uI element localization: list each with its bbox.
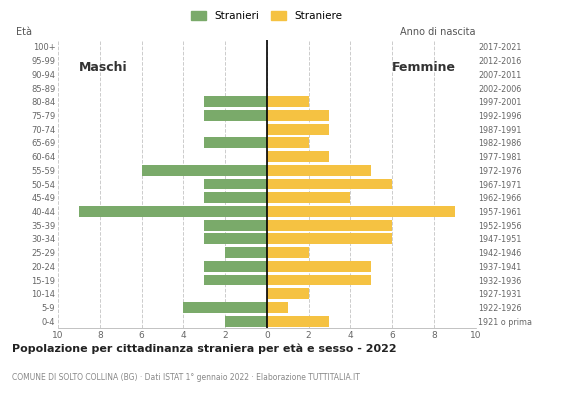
- Bar: [267, 274, 371, 286]
- Bar: [267, 192, 350, 203]
- Text: Popolazione per cittadinanza straniera per età e sesso - 2022: Popolazione per cittadinanza straniera p…: [12, 344, 396, 354]
- Bar: [267, 206, 455, 217]
- Legend: Stranieri, Straniere: Stranieri, Straniere: [191, 11, 342, 21]
- Bar: [267, 288, 309, 299]
- Bar: [225, 247, 267, 258]
- Text: Età: Età: [16, 27, 32, 37]
- Bar: [267, 316, 329, 327]
- Bar: [267, 96, 309, 107]
- Bar: [204, 110, 267, 121]
- Bar: [204, 261, 267, 272]
- Bar: [142, 165, 267, 176]
- Bar: [79, 206, 267, 217]
- Bar: [267, 302, 288, 313]
- Bar: [267, 124, 329, 135]
- Bar: [267, 178, 392, 190]
- Bar: [267, 110, 329, 121]
- Bar: [267, 137, 309, 148]
- Text: Maschi: Maschi: [79, 61, 128, 74]
- Bar: [267, 165, 371, 176]
- Bar: [204, 137, 267, 148]
- Bar: [225, 316, 267, 327]
- Bar: [204, 220, 267, 231]
- Text: Anno di nascita: Anno di nascita: [400, 27, 476, 37]
- Bar: [267, 220, 392, 231]
- Bar: [204, 178, 267, 190]
- Text: Femmine: Femmine: [392, 61, 456, 74]
- Bar: [267, 247, 309, 258]
- Bar: [267, 233, 392, 244]
- Bar: [204, 96, 267, 107]
- Bar: [183, 302, 267, 313]
- Bar: [204, 192, 267, 203]
- Bar: [267, 261, 371, 272]
- Bar: [204, 233, 267, 244]
- Text: COMUNE DI SOLTO COLLINA (BG) · Dati ISTAT 1° gennaio 2022 · Elaborazione TUTTITA: COMUNE DI SOLTO COLLINA (BG) · Dati ISTA…: [12, 373, 360, 382]
- Bar: [267, 151, 329, 162]
- Bar: [204, 274, 267, 286]
